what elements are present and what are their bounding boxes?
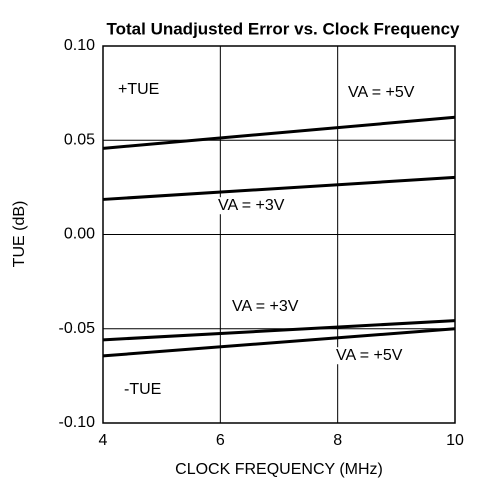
annotation: VA = +3V bbox=[218, 197, 285, 214]
annotation: VA = +5V bbox=[336, 347, 403, 364]
y-axis-label: TUE (dB) bbox=[11, 201, 28, 268]
y-tick-label: 0.00 bbox=[64, 226, 95, 243]
y-tick-label: -0.10 bbox=[59, 414, 96, 431]
annotation: -TUE bbox=[124, 381, 161, 398]
plot-frame bbox=[102, 45, 456, 424]
x-tick-label: 8 bbox=[333, 432, 342, 449]
y-tick-label: -0.05 bbox=[59, 320, 96, 337]
annotation-bg bbox=[334, 347, 405, 365]
x-tick-label: 6 bbox=[216, 432, 225, 449]
x-tick-label: 10 bbox=[446, 432, 464, 449]
data-line bbox=[102, 175, 456, 201]
annotation-bg bbox=[116, 81, 162, 99]
annotation: VA = +5V bbox=[348, 84, 415, 101]
x-tick-label: 4 bbox=[99, 432, 108, 449]
annotation-bg bbox=[346, 84, 417, 102]
annotation: VA = +3V bbox=[232, 298, 299, 315]
data-line bbox=[102, 319, 456, 342]
annotation-bg bbox=[122, 381, 164, 399]
annotation: +TUE bbox=[118, 81, 159, 98]
data-line bbox=[102, 327, 456, 358]
y-tick-label: 0.05 bbox=[64, 131, 95, 148]
x-axis-label: CLOCK FREQUENCY (MHz) bbox=[175, 461, 383, 478]
chart-title: Total Unadjusted Error vs. Clock Frequen… bbox=[107, 19, 461, 38]
y-tick-label: 0.10 bbox=[64, 37, 95, 54]
annotation-bg bbox=[216, 197, 287, 215]
data-line bbox=[102, 115, 456, 150]
annotation-bg bbox=[230, 298, 301, 316]
